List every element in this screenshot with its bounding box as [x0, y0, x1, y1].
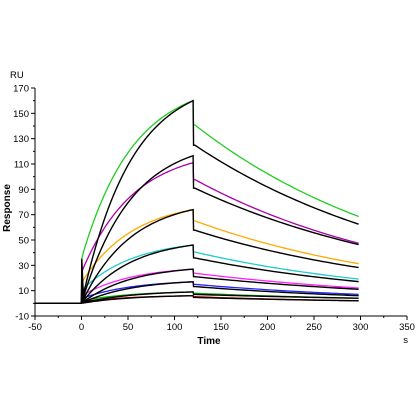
y-tick-label: 50	[18, 236, 29, 247]
y-tick-label: 30	[18, 261, 29, 272]
x-tick-label: -50	[28, 322, 42, 333]
fit-curve	[35, 244, 359, 305]
y-tick-label: 150	[13, 109, 29, 120]
x-tick-label: 50	[123, 322, 134, 333]
x-tick-label: 300	[353, 322, 369, 333]
fit-curve	[35, 291, 359, 305]
fit-curve	[35, 295, 359, 305]
x-tick-label: 200	[260, 322, 276, 333]
labels: RU s Time Response	[2, 70, 408, 347]
fit-curve	[35, 99, 359, 305]
x-axis-title: Time	[197, 336, 221, 347]
x-tick-label: 150	[213, 322, 229, 333]
y-tick-label: 110	[14, 160, 29, 171]
y-tick-label: 70	[18, 210, 29, 221]
x-unit-label: s	[403, 335, 408, 346]
response-curve	[35, 99, 359, 304]
x-tick-label: 350	[399, 322, 415, 333]
response-curve	[35, 208, 359, 304]
y-tick-label: 170	[13, 84, 29, 95]
y-unit-label: RU	[10, 70, 24, 81]
curves	[35, 99, 359, 305]
axes: -50 0 50 100 150 200 250 300 350 -10 10 30 50 70 90 110…	[13, 84, 415, 334]
response-curve	[35, 161, 359, 304]
y-tick-label: 90	[18, 185, 29, 196]
x-tick-label: 100	[167, 322, 183, 333]
x-tick-label: 250	[306, 322, 322, 333]
y-tick-label: 10	[18, 286, 29, 297]
y-tick-label: 130	[13, 134, 29, 145]
fit-curve	[35, 154, 359, 305]
x-tick-label: 0	[79, 322, 84, 333]
fit-curve	[35, 208, 359, 305]
fit-curve	[35, 268, 359, 305]
fit-curve	[35, 281, 359, 305]
y-tick-label: -10	[15, 312, 29, 323]
y-axis-title: Response	[2, 184, 13, 232]
